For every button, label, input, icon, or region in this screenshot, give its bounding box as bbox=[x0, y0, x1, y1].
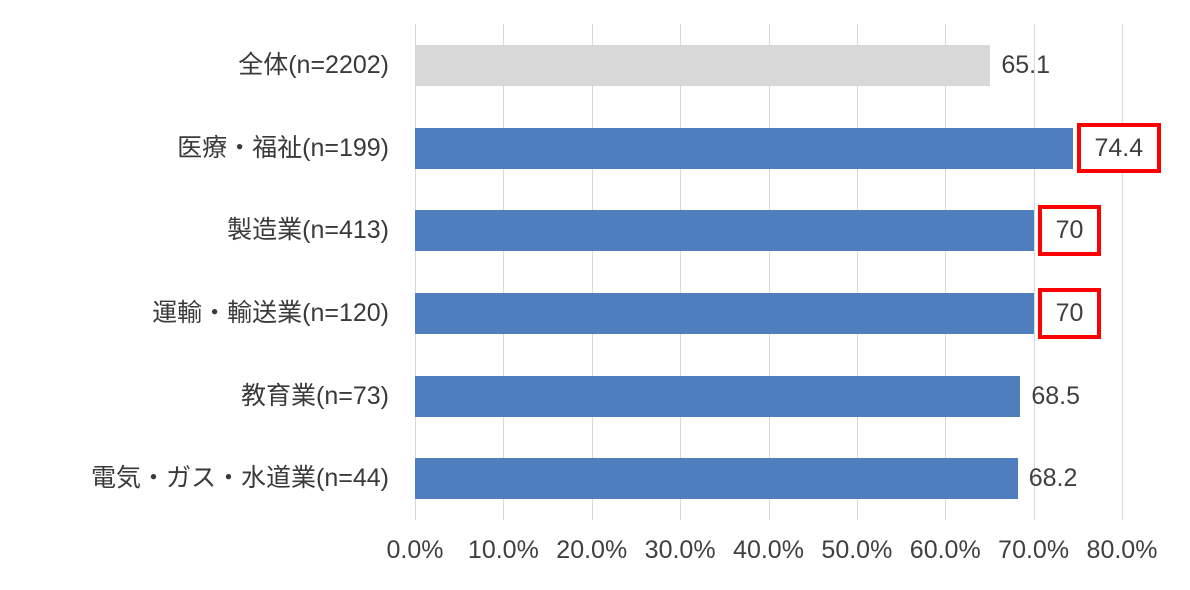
gridlines bbox=[415, 24, 1123, 520]
gridline bbox=[503, 24, 505, 520]
x-axis-tick-label: 80.0% bbox=[1086, 536, 1158, 564]
bar bbox=[415, 375, 1021, 417]
value-label: 65.1 bbox=[1001, 50, 1050, 79]
category-label: 電気・ガス・水道業(n=44) bbox=[91, 464, 389, 493]
category-label: 製造業(n=413) bbox=[227, 216, 389, 245]
bar bbox=[415, 127, 1073, 169]
bar bbox=[415, 210, 1034, 252]
chart-row: 電気・ガス・水道業(n=44) 68.2 bbox=[91, 437, 1122, 520]
gridline bbox=[768, 24, 770, 520]
gridline bbox=[415, 24, 416, 520]
category-label: 運輸・輸送業(n=120) bbox=[152, 298, 389, 327]
value-label: 68.2 bbox=[1028, 464, 1078, 493]
category-label: 全体(n=2202) bbox=[238, 50, 389, 79]
chart-row: 医療・福祉(n=199) 74.4 bbox=[177, 107, 1162, 190]
chart-row: 教育業(n=73) 68.5 bbox=[241, 355, 1122, 438]
x-axis-tick-label: 40.0% bbox=[733, 536, 804, 564]
value-label-highlighted: 74.4 bbox=[1076, 122, 1162, 174]
x-axis: 0.0% 10.0% 20.0% 30.0% 40.0% 50.0% 60.0% 70.0% 8… bbox=[387, 533, 1158, 567]
category-label: 教育業(n=73) bbox=[241, 381, 389, 410]
bar-rows: 全体(n=2202) 65.1 医療・福祉(n=199) 74.4 製造業(n=413)… bbox=[91, 24, 1162, 520]
value-label-highlighted: 70 bbox=[1037, 287, 1102, 339]
bar bbox=[415, 458, 1018, 500]
gridline bbox=[680, 24, 682, 520]
category-label: 医療・福祉(n=199) bbox=[177, 133, 389, 162]
bar bbox=[415, 44, 991, 86]
x-axis-tick-label: 50.0% bbox=[821, 536, 893, 564]
value-label-highlighted: 70 bbox=[1037, 205, 1102, 257]
gridline bbox=[1033, 24, 1035, 520]
x-axis-tick-label: 20.0% bbox=[556, 536, 628, 564]
chart-row: 製造業(n=413) 70 bbox=[227, 189, 1122, 272]
chart-row: 運輸・輸送業(n=120) 70 bbox=[152, 272, 1122, 355]
plot-area: 全体(n=2202) 65.1 医療・福祉(n=199) 74.4 製造業(n=413)… bbox=[91, 24, 1162, 520]
x-axis-tick-label: 60.0% bbox=[909, 536, 981, 564]
x-axis-tick-label: 10.0% bbox=[467, 536, 539, 564]
bar bbox=[415, 292, 1034, 334]
x-axis-tick-label: 30.0% bbox=[644, 536, 716, 564]
gridline bbox=[1122, 24, 1123, 520]
gridline bbox=[945, 24, 947, 520]
x-axis-tick-label: 70.0% bbox=[998, 536, 1070, 564]
value-label: 68.5 bbox=[1031, 381, 1081, 410]
gridline bbox=[856, 24, 858, 520]
chart-row: 全体(n=2202) 65.1 bbox=[238, 24, 1122, 107]
x-axis-tick-label: 0.0% bbox=[386, 536, 444, 564]
gridline bbox=[591, 24, 593, 520]
